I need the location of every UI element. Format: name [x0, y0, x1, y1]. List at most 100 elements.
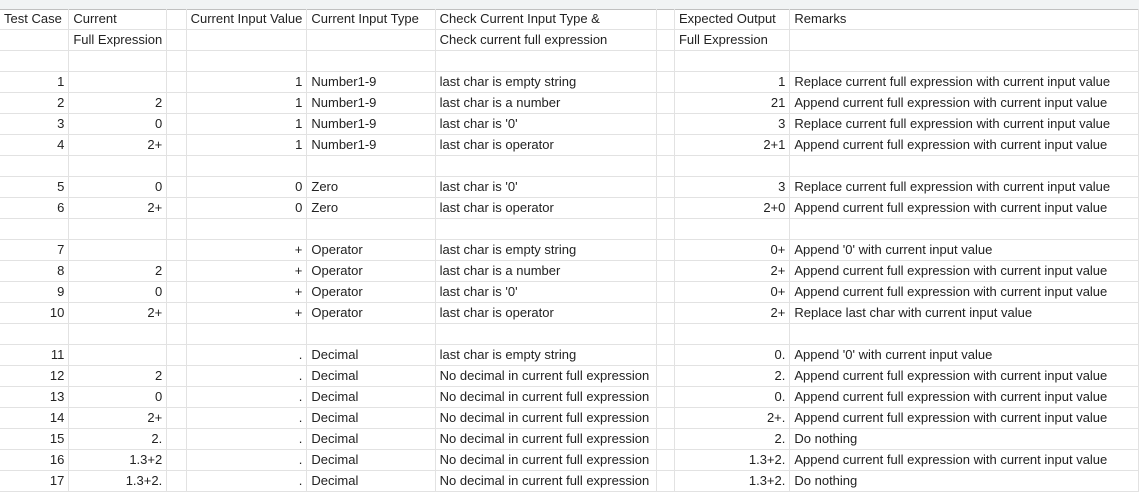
cell-test-case[interactable]: 16: [0, 449, 70, 471]
cell-current-expression[interactable]: 0: [68, 176, 168, 198]
cell-expected-output[interactable]: 2+: [674, 302, 791, 324]
cell-expected-output[interactable]: 0+: [674, 281, 791, 303]
cell-input-value[interactable]: 0: [186, 176, 308, 198]
cell-test-case[interactable]: [0, 50, 70, 72]
header-cell[interactable]: Current: [68, 9, 168, 30]
cell-remarks[interactable]: Append current full expression with curr…: [789, 197, 1139, 219]
cell-check[interactable]: last char is '0': [435, 176, 657, 198]
cell-check[interactable]: No decimal in current full expression: [435, 407, 657, 429]
cell-remarks[interactable]: [789, 218, 1139, 240]
header-cell[interactable]: Remarks: [789, 9, 1139, 30]
cell-current-expression[interactable]: [68, 323, 168, 345]
cell-expected-output[interactable]: 2+: [674, 260, 791, 282]
cell-spacer-b[interactable]: [656, 365, 675, 387]
cell-input-value[interactable]: [186, 323, 308, 345]
cell-input-value[interactable]: 0: [186, 197, 308, 219]
cell-remarks[interactable]: Append current full expression with curr…: [789, 386, 1139, 408]
cell-expected-output[interactable]: 2+.: [674, 407, 791, 429]
header-cell[interactable]: [166, 9, 187, 30]
cell-input-value[interactable]: 1: [186, 92, 308, 114]
cell-input-type[interactable]: Decimal: [306, 365, 436, 387]
cell-check[interactable]: last char is '0': [435, 113, 657, 135]
cell-current-expression[interactable]: 2: [68, 92, 168, 114]
cell-spacer-b[interactable]: [656, 407, 675, 429]
cell-input-value[interactable]: +: [186, 281, 308, 303]
cell-spacer-b[interactable]: [656, 302, 675, 324]
cell-test-case[interactable]: 11: [0, 344, 70, 366]
cell-spacer-b[interactable]: [656, 50, 675, 72]
cell-input-value[interactable]: 1: [186, 113, 308, 135]
cell-spacer-b[interactable]: [656, 155, 675, 177]
cell-test-case[interactable]: 2: [0, 92, 70, 114]
cell-current-expression[interactable]: 2+: [68, 134, 168, 156]
cell-current-expression[interactable]: [68, 218, 168, 240]
cell-spacer-a[interactable]: [166, 323, 187, 345]
cell-input-type[interactable]: Number1-9: [306, 92, 436, 114]
cell-input-value[interactable]: .: [186, 344, 308, 366]
cell-spacer-b[interactable]: [656, 281, 675, 303]
cell-input-type[interactable]: [306, 155, 436, 177]
cell-spacer-b[interactable]: [656, 260, 675, 282]
cell-remarks[interactable]: Append current full expression with curr…: [789, 407, 1139, 429]
cell-remarks[interactable]: [789, 323, 1139, 345]
cell-expected-output[interactable]: 0+: [674, 239, 791, 261]
cell-expected-output[interactable]: [674, 323, 791, 345]
header-cell[interactable]: [166, 29, 187, 51]
cell-expected-output[interactable]: 2.: [674, 428, 791, 450]
cell-test-case[interactable]: 6: [0, 197, 70, 219]
cell-input-type[interactable]: Number1-9: [306, 71, 436, 93]
cell-spacer-b[interactable]: [656, 134, 675, 156]
cell-test-case[interactable]: 7: [0, 239, 70, 261]
header-cell[interactable]: Current Input Value: [186, 9, 308, 30]
cell-current-expression[interactable]: 1.3+2.: [68, 470, 168, 492]
cell-spacer-b[interactable]: [656, 239, 675, 261]
cell-spacer-a[interactable]: [166, 218, 187, 240]
cell-spacer-b[interactable]: [656, 113, 675, 135]
cell-expected-output[interactable]: 3: [674, 113, 791, 135]
cell-input-type[interactable]: [306, 50, 436, 72]
cell-spacer-a[interactable]: [166, 113, 187, 135]
cell-input-type[interactable]: Decimal: [306, 428, 436, 450]
header-cell[interactable]: [656, 9, 675, 30]
cell-test-case[interactable]: 8: [0, 260, 70, 282]
cell-current-expression[interactable]: 0: [68, 386, 168, 408]
cell-current-expression[interactable]: 2: [68, 260, 168, 282]
cell-expected-output[interactable]: 1.3+2.: [674, 449, 791, 471]
cell-remarks[interactable]: Replace last char with current input val…: [789, 302, 1139, 324]
cell-spacer-a[interactable]: [166, 302, 187, 324]
cell-expected-output[interactable]: 1: [674, 71, 791, 93]
cell-spacer-a[interactable]: [166, 365, 187, 387]
cell-remarks[interactable]: Replace current full expression with cur…: [789, 71, 1139, 93]
cell-expected-output[interactable]: 0.: [674, 344, 791, 366]
cell-input-value[interactable]: .: [186, 449, 308, 471]
cell-current-expression[interactable]: 1.3+2: [68, 449, 168, 471]
cell-current-expression[interactable]: [68, 239, 168, 261]
cell-expected-output[interactable]: 0.: [674, 386, 791, 408]
cell-check[interactable]: No decimal in current full expression: [435, 428, 657, 450]
cell-check[interactable]: last char is empty string: [435, 239, 657, 261]
cell-input-value[interactable]: .: [186, 365, 308, 387]
cell-remarks[interactable]: Append '0' with current input value: [789, 239, 1139, 261]
cell-input-type[interactable]: Number1-9: [306, 134, 436, 156]
cell-test-case[interactable]: 1: [0, 71, 70, 93]
cell-input-value[interactable]: +: [186, 302, 308, 324]
cell-spacer-a[interactable]: [166, 50, 187, 72]
cell-input-type[interactable]: Zero: [306, 176, 436, 198]
cell-input-type[interactable]: Operator: [306, 239, 436, 261]
cell-input-value[interactable]: [186, 155, 308, 177]
cell-spacer-b[interactable]: [656, 323, 675, 345]
cell-spacer-b[interactable]: [656, 176, 675, 198]
cell-check[interactable]: No decimal in current full expression: [435, 365, 657, 387]
cell-spacer-a[interactable]: [166, 470, 187, 492]
cell-spacer-a[interactable]: [166, 344, 187, 366]
cell-spacer-a[interactable]: [166, 428, 187, 450]
cell-check[interactable]: [435, 218, 657, 240]
cell-spacer-b[interactable]: [656, 71, 675, 93]
cell-check[interactable]: [435, 50, 657, 72]
cell-current-expression[interactable]: 2: [68, 365, 168, 387]
cell-current-expression[interactable]: 2.: [68, 428, 168, 450]
cell-test-case[interactable]: [0, 323, 70, 345]
cell-spacer-b[interactable]: [656, 449, 675, 471]
header-cell[interactable]: [0, 29, 70, 51]
cell-spacer-a[interactable]: [166, 386, 187, 408]
